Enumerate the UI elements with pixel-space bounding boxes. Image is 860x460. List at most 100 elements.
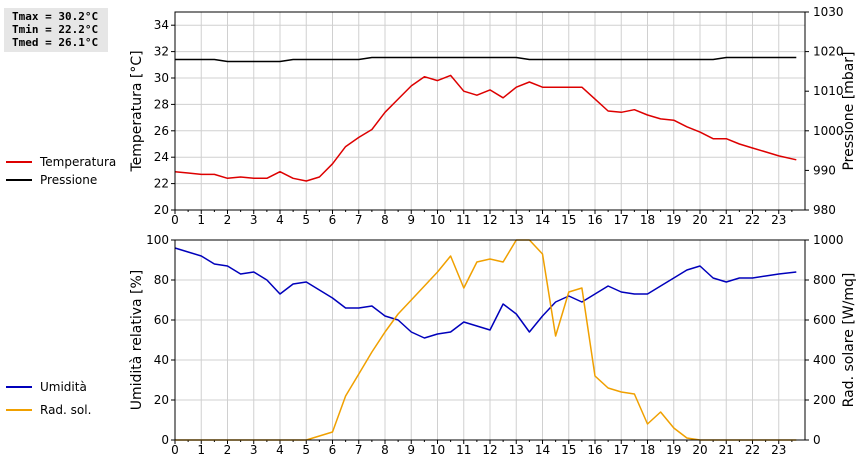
chart1-x-tick-label: 23 xyxy=(771,213,786,227)
legend-swatch-pressione xyxy=(6,179,32,181)
chart1-frame xyxy=(174,11,806,211)
chart2-x-tick-label: 20 xyxy=(692,443,707,457)
chart1-x-tick-label: 9 xyxy=(407,213,415,227)
chart1-y2-tick-label: 1030 xyxy=(813,5,844,19)
legend-bottom-2: Rad. sol. xyxy=(6,401,91,419)
chart2-x-tick-label: 14 xyxy=(535,443,550,457)
chart2-y-tick-label: 100 xyxy=(146,233,169,247)
chart1-y-tick-label: 26 xyxy=(154,124,169,138)
chart1-x-tick-label: 3 xyxy=(250,213,258,227)
chart1-x-tick-label: 15 xyxy=(561,213,576,227)
chart1-x-tick-label: 2 xyxy=(224,213,232,227)
chart1-x-tick-label: 4 xyxy=(276,213,284,227)
legend-swatch-temperatura xyxy=(6,161,32,163)
legend-item-umidita: Umidità xyxy=(6,378,87,396)
chart2-y-tick-label: 80 xyxy=(154,273,169,287)
chart1-y-tick-label: 34 xyxy=(154,18,169,32)
legend-item-temperatura: Temperatura xyxy=(6,153,116,171)
legend-top: Temperatura Pressione xyxy=(6,153,116,189)
chart1-y2-tick-label: 980 xyxy=(813,203,836,217)
chart2-series-umidit-line xyxy=(174,247,797,339)
chart1-x-tick-label: 13 xyxy=(509,213,524,227)
legend-label-temperatura: Temperatura xyxy=(40,155,117,169)
legend-swatch-umidita xyxy=(6,386,32,388)
legend-bottom: Umidità xyxy=(6,378,87,396)
chart2-x-tick-label: 7 xyxy=(355,443,363,457)
chart2-x-tick-label: 21 xyxy=(719,443,734,457)
legend-item-rad-sol: Rad. sol. xyxy=(6,401,91,419)
chart2-y2-tick-label: 1000 xyxy=(813,233,844,247)
chart1-x-tick-label: 1 xyxy=(197,213,205,227)
chart2-x-tick-label: 4 xyxy=(276,443,284,457)
chart2-frame xyxy=(174,239,806,441)
legend-item-pressione: Pressione xyxy=(6,171,116,189)
chart2-x-tick-label: 15 xyxy=(561,443,576,457)
chart2-x-tick-label: 8 xyxy=(381,443,389,457)
chart1-y-tick-label: 32 xyxy=(154,45,169,59)
chart1-y-tick-label: 24 xyxy=(154,150,169,164)
chart2-y-axis-label: Umidità relativa [%] xyxy=(129,270,145,411)
chart2-x-tick-label: 11 xyxy=(456,443,471,457)
chart2-x-tick-label: 2 xyxy=(224,443,232,457)
chart1-y2-tick-label: 1010 xyxy=(813,84,844,98)
chart2-y-tick-label: 20 xyxy=(154,393,169,407)
stat-tmin: Tmin = 22.2°C xyxy=(12,23,99,36)
chart2-x-tick-label: 18 xyxy=(640,443,655,457)
chart1-x-tick-label: 6 xyxy=(329,213,337,227)
chart2-x-tick-label: 19 xyxy=(666,443,681,457)
chart2-x-tick-label: 0 xyxy=(171,443,179,457)
chart1-y2-axis-label: Pressione [mbar] xyxy=(841,51,857,170)
stat-tmax: Tmax = 30.2°C xyxy=(12,10,99,23)
chart1-y-tick-label: 28 xyxy=(154,97,169,111)
chart2-x-tick-label: 5 xyxy=(302,443,310,457)
chart2-x-tick-label: 6 xyxy=(329,443,337,457)
chart1-x-tick-label: 11 xyxy=(456,213,471,227)
chart2-y2-tick-label: 0 xyxy=(813,433,821,447)
chart1-y2-tick-label: 1000 xyxy=(813,124,844,138)
chart1-series-pressione-line xyxy=(175,56,797,63)
legend-swatch-rad-sol xyxy=(6,409,32,411)
chart2-y2-tick-label: 800 xyxy=(813,273,836,287)
chart1-y-tick-label: 20 xyxy=(154,203,169,217)
legend-label-pressione: Pressione xyxy=(40,173,98,187)
chart2-y2-axis-label: Rad. solare [W/mq] xyxy=(841,273,857,408)
chart2-y-tick-label: 60 xyxy=(154,313,169,327)
chart1-x-tick-label: 20 xyxy=(692,213,707,227)
chart1-x-tick-label: 19 xyxy=(666,213,681,227)
chart1-y-axis-label: Temperatura [°C] xyxy=(129,50,145,172)
chart1-x-tick-label: 0 xyxy=(171,213,179,227)
chart2-x-tick-label: 22 xyxy=(745,443,760,457)
chart1-x-tick-label: 10 xyxy=(430,213,445,227)
chart2-x-tick-label: 12 xyxy=(482,443,497,457)
chart1-x-tick-label: 14 xyxy=(535,213,550,227)
chart2-x-tick-label: 23 xyxy=(771,443,786,457)
legend-label-umidita: Umidità xyxy=(40,380,87,394)
chart2-y2-tick-label: 600 xyxy=(813,313,836,327)
chart1-x-tick-label: 17 xyxy=(614,213,629,227)
chart1-y2-tick-label: 990 xyxy=(813,163,836,177)
chart2-x-tick-label: 10 xyxy=(430,443,445,457)
chart1-x-tick-label: 5 xyxy=(302,213,310,227)
chart1-x-tick-label: 22 xyxy=(745,213,760,227)
chart2-x-tick-label: 1 xyxy=(197,443,205,457)
chart1-x-tick-label: 8 xyxy=(381,213,389,227)
chart2-y-tick-label: 40 xyxy=(154,353,169,367)
chart2-y-tick-label: 0 xyxy=(161,433,169,447)
chart2-x-tick-label: 17 xyxy=(614,443,629,457)
chart2-x-tick-label: 9 xyxy=(407,443,415,457)
chart1-x-tick-label: 21 xyxy=(719,213,734,227)
chart1-y2-tick-label: 1020 xyxy=(813,45,844,59)
chart1-y-tick-label: 30 xyxy=(154,71,169,85)
chart2-x-tick-label: 16 xyxy=(587,443,602,457)
chart1-x-tick-label: 18 xyxy=(640,213,655,227)
chart2-y2-tick-label: 200 xyxy=(813,393,836,407)
stat-tmed: Tmed = 26.1°C xyxy=(12,36,99,49)
chart1-x-tick-label: 12 xyxy=(482,213,497,227)
chart1-series-temperatura-line xyxy=(174,74,797,182)
chart2-y2-tick-label: 400 xyxy=(813,353,836,367)
chart1-x-tick-label: 7 xyxy=(355,213,363,227)
chart2-x-tick-label: 3 xyxy=(250,443,258,457)
chart1-y-tick-label: 22 xyxy=(154,177,169,191)
chart2-x-tick-label: 13 xyxy=(509,443,524,457)
